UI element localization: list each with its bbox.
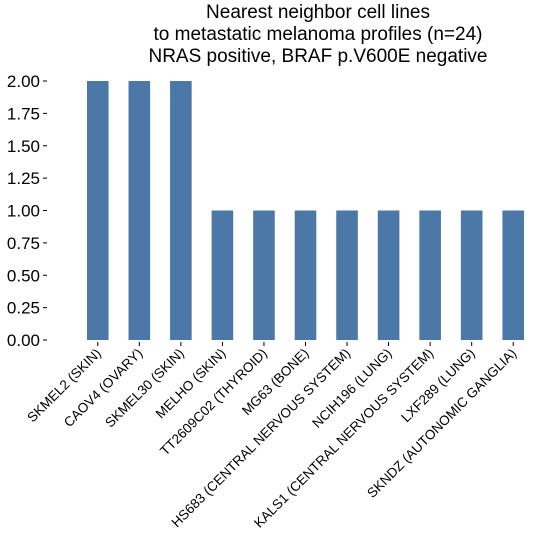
y-tick-label: 1.75 bbox=[7, 104, 40, 123]
chart-title-line-3: NRAS positive, BRAF p.V600E negative bbox=[148, 46, 487, 67]
y-tick-label: 1.00 bbox=[7, 202, 40, 221]
bar bbox=[419, 210, 441, 340]
bar bbox=[460, 210, 483, 340]
bar bbox=[128, 81, 151, 340]
x-tick-label: SKMEL2 (SKIN) bbox=[24, 346, 104, 426]
y-tick-label: 0.00 bbox=[7, 331, 40, 350]
y-tick-label: 2.00 bbox=[7, 72, 40, 91]
chart-title-line-2: to metastatic melanoma profiles (n=24) bbox=[154, 24, 483, 45]
y-tick-label: 0.75 bbox=[7, 234, 40, 253]
x-tick-label: SKNDZ (AUTONOMIC GANGLIA) bbox=[364, 346, 519, 501]
bar bbox=[86, 81, 109, 340]
bar bbox=[211, 210, 234, 340]
chart-title: Nearest neighbor cell lines to metastati… bbox=[148, 2, 487, 67]
y-tick-label: 1.50 bbox=[7, 137, 40, 156]
x-tick-label: LXF289 (LUNG) bbox=[398, 346, 478, 426]
bar bbox=[170, 81, 192, 340]
bar bbox=[377, 210, 400, 340]
bars bbox=[86, 81, 525, 340]
bar bbox=[253, 210, 275, 340]
x-axis: SKMEL2 (SKIN)CAOV4 (OVARY)SKMEL30 (SKIN)… bbox=[24, 342, 519, 531]
bar bbox=[502, 210, 525, 340]
y-tick-label: 0.25 bbox=[7, 299, 40, 318]
y-tick-label: 1.25 bbox=[7, 169, 40, 188]
bar bbox=[294, 210, 317, 340]
bar bbox=[336, 210, 358, 340]
y-tick-label: 0.50 bbox=[7, 266, 40, 285]
chart-title-line-1: Nearest neighbor cell lines bbox=[206, 2, 430, 23]
y-axis: 0.00 0.25 0.50 0.75 1.00 1.25 1.50 1.75 2.00 bbox=[7, 72, 47, 350]
